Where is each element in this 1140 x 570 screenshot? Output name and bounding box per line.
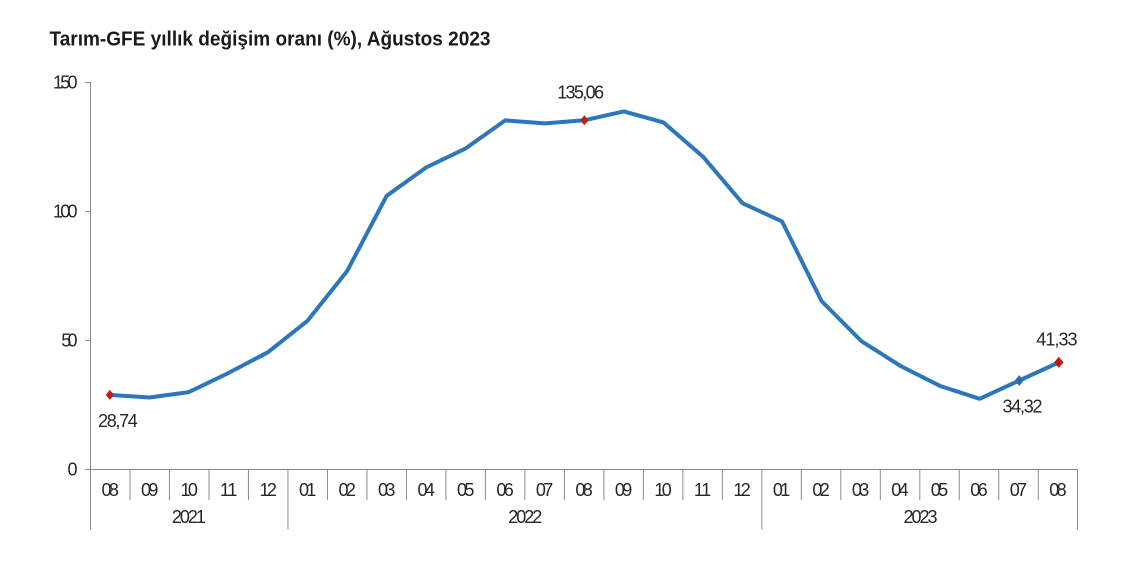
svg-text:10: 10 [654, 480, 671, 500]
svg-text:2023: 2023 [904, 507, 938, 527]
svg-text:08: 08 [102, 480, 119, 500]
svg-text:06: 06 [496, 480, 513, 500]
svg-text:06: 06 [970, 480, 987, 500]
svg-text:12: 12 [733, 480, 750, 500]
svg-text:2021: 2021 [172, 507, 206, 527]
svg-text:02: 02 [339, 480, 356, 500]
svg-text:08: 08 [575, 480, 592, 500]
svg-text:50: 50 [61, 331, 77, 351]
svg-text:28,74: 28,74 [98, 411, 138, 431]
svg-text:135,06: 135,06 [557, 83, 604, 103]
svg-text:05: 05 [457, 480, 474, 500]
svg-text:150: 150 [53, 73, 78, 93]
svg-text:11: 11 [694, 480, 711, 500]
svg-text:2022: 2022 [508, 507, 542, 527]
svg-text:07: 07 [536, 480, 553, 500]
svg-text:0: 0 [67, 460, 77, 480]
svg-text:02: 02 [812, 480, 829, 500]
svg-text:100: 100 [53, 202, 78, 222]
svg-text:03: 03 [852, 480, 869, 500]
svg-text:09: 09 [141, 480, 158, 500]
svg-text:01: 01 [773, 480, 790, 500]
svg-text:Tarım-GFE yıllık değişim oranı: Tarım-GFE yıllık değişim oranı (%), Ağus… [50, 28, 491, 51]
svg-text:41,33: 41,33 [1036, 330, 1077, 350]
svg-text:34,32: 34,32 [1003, 397, 1043, 417]
svg-text:12: 12 [260, 480, 277, 500]
svg-text:10: 10 [181, 480, 198, 500]
svg-text:11: 11 [220, 480, 237, 500]
svg-text:07: 07 [1010, 480, 1027, 500]
svg-text:01: 01 [299, 480, 316, 500]
svg-text:09: 09 [615, 480, 632, 500]
svg-text:04: 04 [418, 480, 435, 500]
svg-text:04: 04 [891, 480, 908, 500]
svg-text:05: 05 [931, 480, 948, 500]
svg-text:03: 03 [378, 480, 395, 500]
svg-text:08: 08 [1049, 480, 1066, 500]
